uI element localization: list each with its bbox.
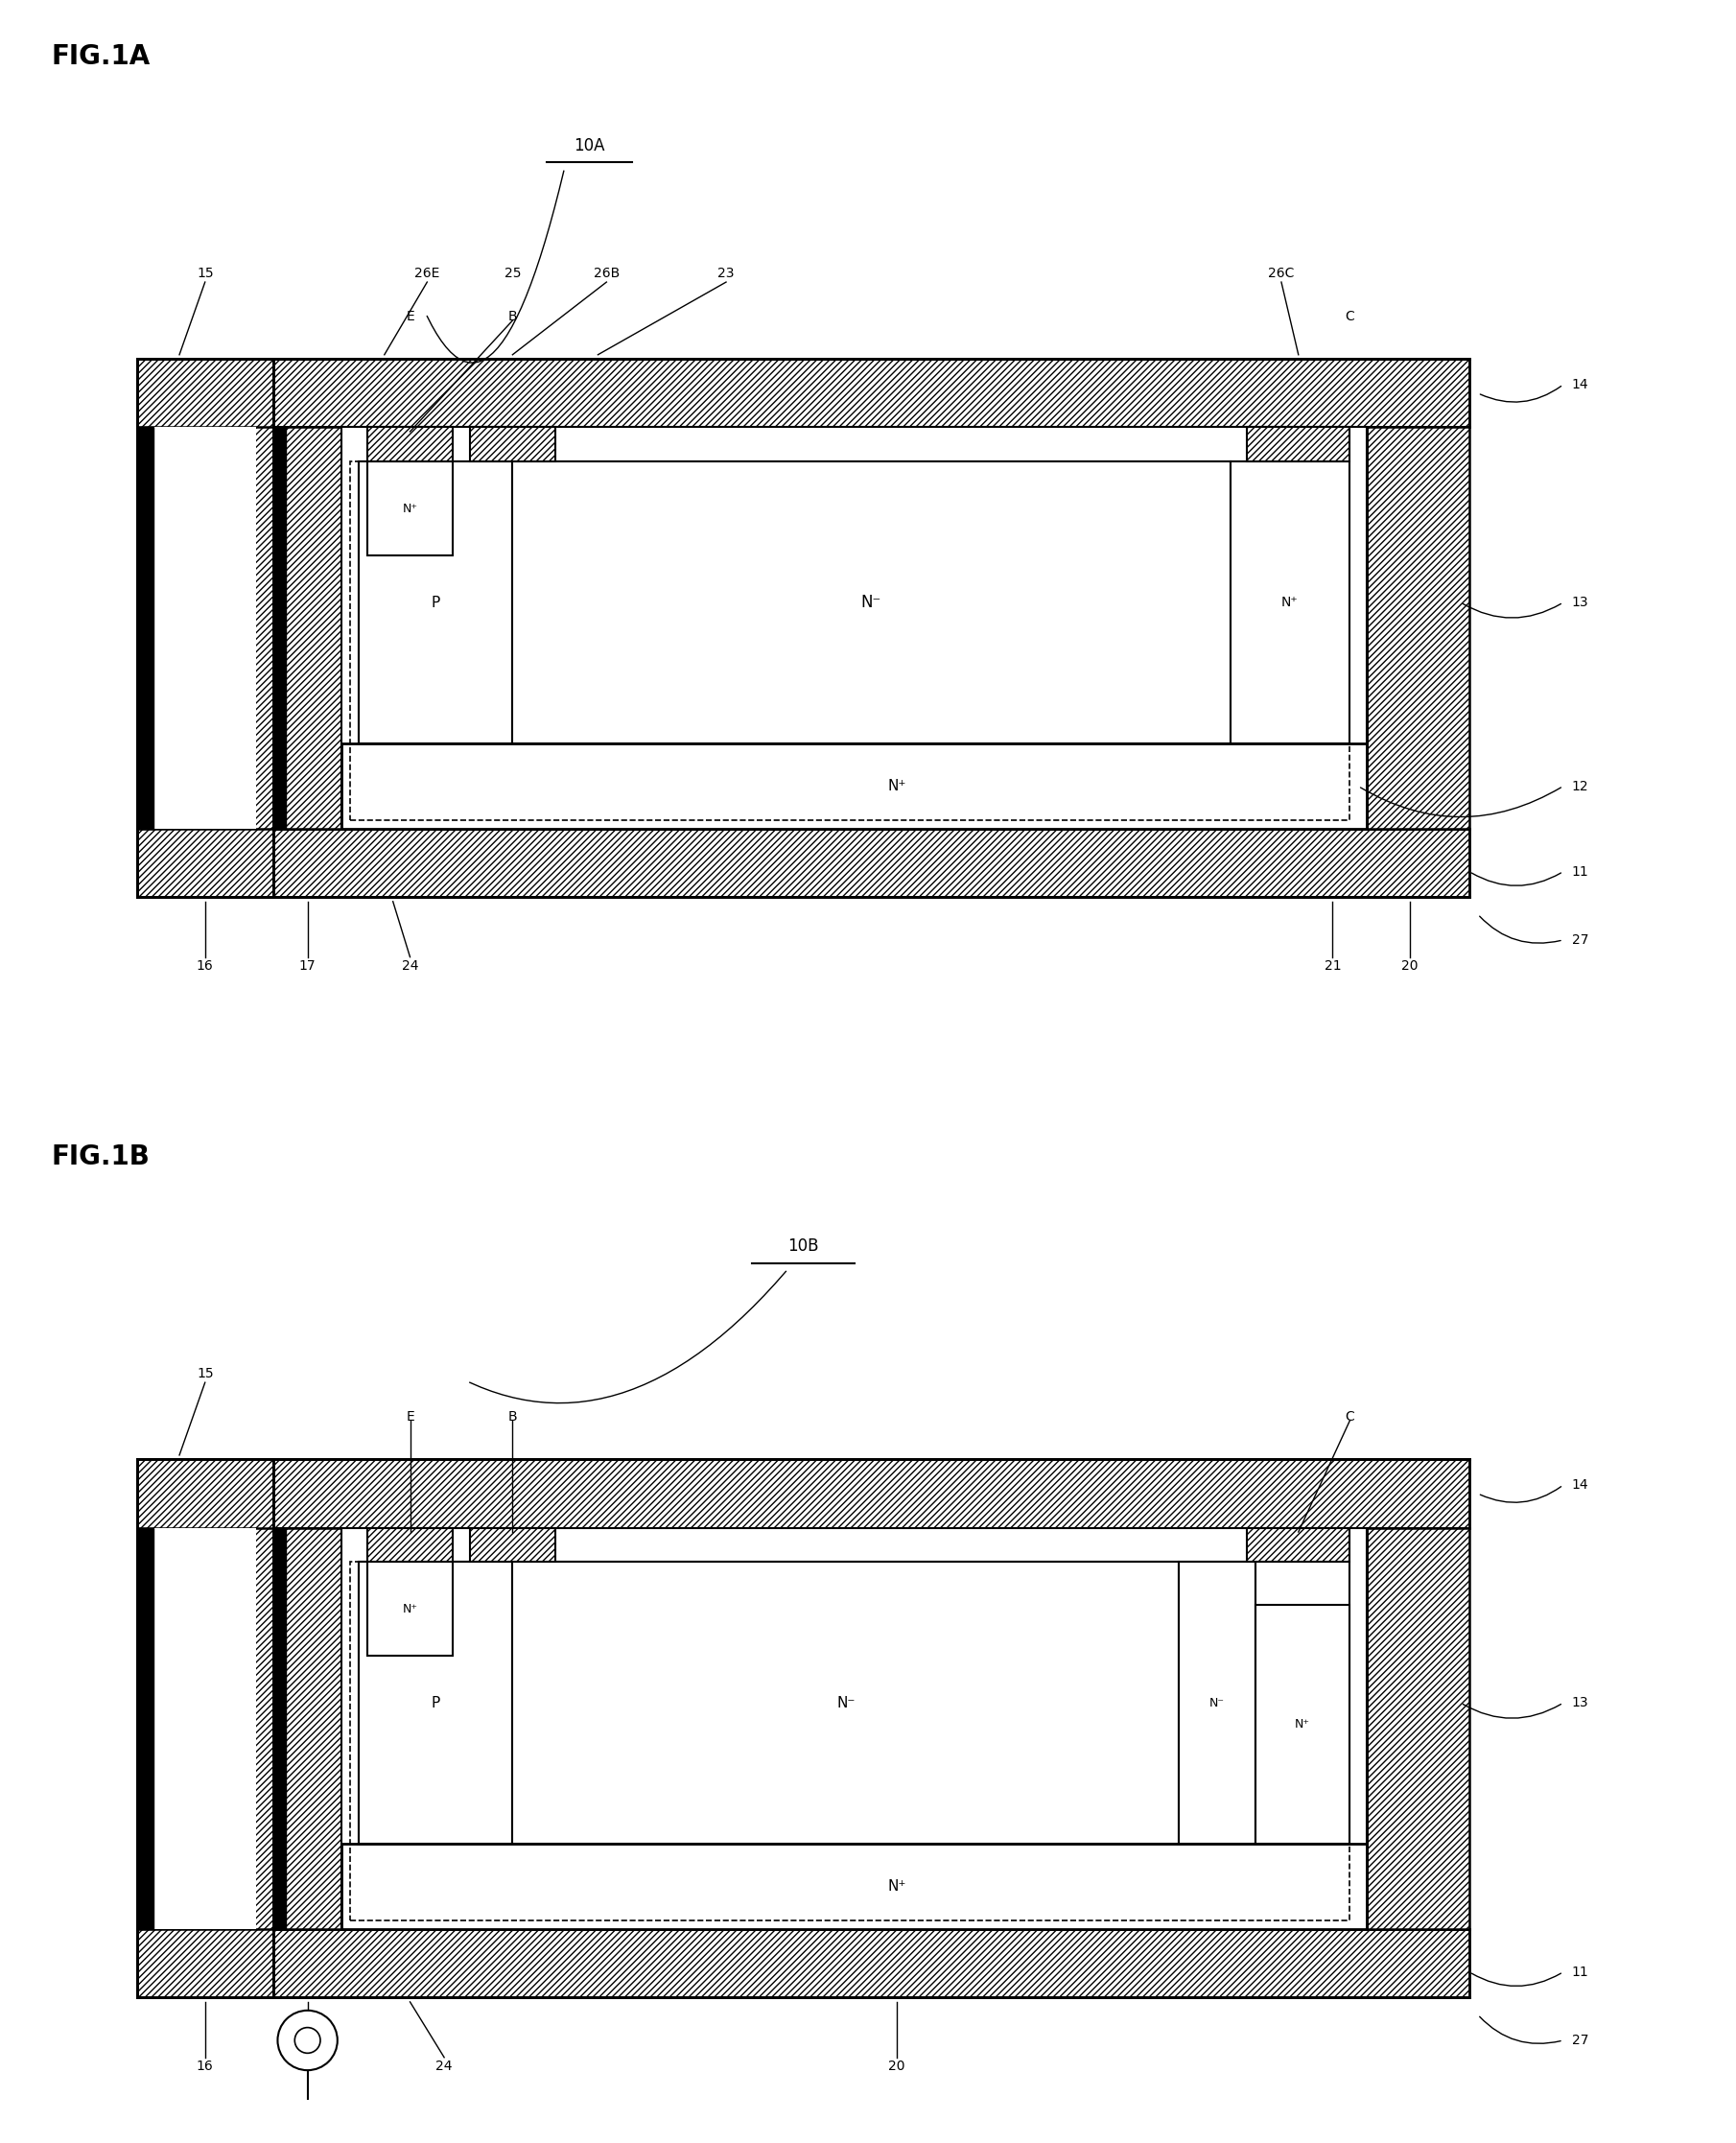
Bar: [137, 1528, 155, 1929]
Bar: [1231, 461, 1349, 744]
Bar: [1255, 1605, 1349, 1843]
Text: 28: 28: [299, 2059, 316, 2072]
Text: FIG.1A: FIG.1A: [52, 43, 151, 71]
Bar: [342, 426, 1366, 829]
Text: FIG.1B: FIG.1B: [52, 1142, 149, 1170]
Text: N⁺: N⁺: [1295, 1719, 1311, 1729]
Bar: [1366, 426, 1469, 829]
Text: 24: 24: [401, 958, 418, 973]
Bar: [273, 1929, 1469, 1997]
Text: N⁻: N⁻: [861, 594, 882, 611]
Bar: [1255, 1562, 1349, 1843]
Text: C: C: [1345, 309, 1354, 324]
Text: N⁻: N⁻: [1210, 1697, 1226, 1710]
Bar: [368, 426, 453, 461]
Bar: [273, 426, 286, 829]
Text: 10A: 10A: [575, 137, 606, 154]
Bar: [273, 1528, 286, 1929]
Text: 11: 11: [1571, 1965, 1588, 1978]
Bar: [137, 360, 273, 426]
Bar: [342, 744, 1366, 829]
Text: 11: 11: [1571, 866, 1588, 879]
Text: C: C: [1345, 1410, 1354, 1423]
Text: 13: 13: [1571, 1695, 1588, 1710]
Text: 16: 16: [196, 958, 214, 973]
Text: 13: 13: [1571, 596, 1588, 609]
Bar: [368, 461, 453, 555]
Bar: [1246, 1528, 1349, 1562]
Bar: [137, 426, 155, 829]
Bar: [273, 426, 342, 829]
Bar: [351, 461, 1349, 821]
Text: 20: 20: [1401, 958, 1418, 973]
Bar: [359, 461, 512, 744]
Text: N⁻: N⁻: [837, 1695, 854, 1710]
Text: 17: 17: [299, 2059, 316, 2072]
Bar: [351, 1562, 1349, 1920]
Text: P: P: [431, 1695, 441, 1710]
Bar: [137, 1459, 273, 1997]
Text: 14: 14: [1571, 1479, 1588, 1492]
Text: N⁺: N⁺: [887, 1879, 906, 1894]
Bar: [1246, 426, 1349, 461]
Text: 26E: 26E: [415, 268, 439, 281]
Text: E: E: [406, 1410, 415, 1423]
Circle shape: [278, 2010, 337, 2070]
Text: P: P: [431, 596, 441, 609]
Text: B: B: [509, 1410, 517, 1423]
Bar: [273, 1528, 342, 1929]
Bar: [512, 461, 1231, 744]
Text: 16: 16: [196, 2059, 214, 2072]
Bar: [342, 1528, 1366, 1929]
Bar: [368, 1528, 453, 1562]
Text: 27: 27: [1571, 932, 1588, 947]
Text: N⁺: N⁺: [403, 1603, 418, 1616]
Text: 26B: 26B: [594, 268, 620, 281]
Bar: [137, 829, 273, 898]
Bar: [155, 1528, 257, 1929]
Text: E: E: [406, 309, 415, 324]
Bar: [155, 426, 257, 829]
Bar: [137, 1459, 273, 1528]
Text: 14: 14: [1571, 377, 1588, 392]
Text: 12: 12: [1571, 780, 1588, 793]
Text: 20: 20: [889, 2059, 906, 2072]
Bar: [273, 360, 1469, 426]
Bar: [137, 360, 273, 898]
Bar: [1179, 1562, 1255, 1843]
Text: N⁺: N⁺: [403, 501, 418, 514]
Text: 21: 21: [1325, 958, 1340, 973]
Bar: [359, 461, 1264, 744]
Bar: [273, 829, 1469, 898]
Text: 24: 24: [436, 2059, 453, 2072]
Bar: [359, 1562, 512, 1843]
Text: 26C: 26C: [1269, 268, 1295, 281]
Text: 27: 27: [1571, 2034, 1588, 2047]
Text: 17: 17: [299, 958, 316, 973]
Text: 10B: 10B: [788, 1237, 819, 1254]
Text: B: B: [509, 309, 517, 324]
Bar: [512, 1562, 1179, 1843]
Bar: [273, 1459, 1469, 1528]
Bar: [1366, 1528, 1469, 1929]
Bar: [137, 1929, 273, 1997]
Bar: [368, 1562, 453, 1657]
Text: N⁺: N⁺: [1281, 596, 1299, 609]
Circle shape: [295, 2027, 321, 2053]
Text: 15: 15: [196, 268, 214, 281]
Text: 23: 23: [717, 268, 734, 281]
Bar: [359, 1562, 1264, 1843]
Text: N⁺: N⁺: [887, 778, 906, 793]
Bar: [342, 1843, 1366, 1929]
Text: 25: 25: [503, 268, 521, 281]
Text: 15: 15: [196, 1367, 214, 1380]
Bar: [470, 426, 556, 461]
Bar: [470, 1528, 556, 1562]
